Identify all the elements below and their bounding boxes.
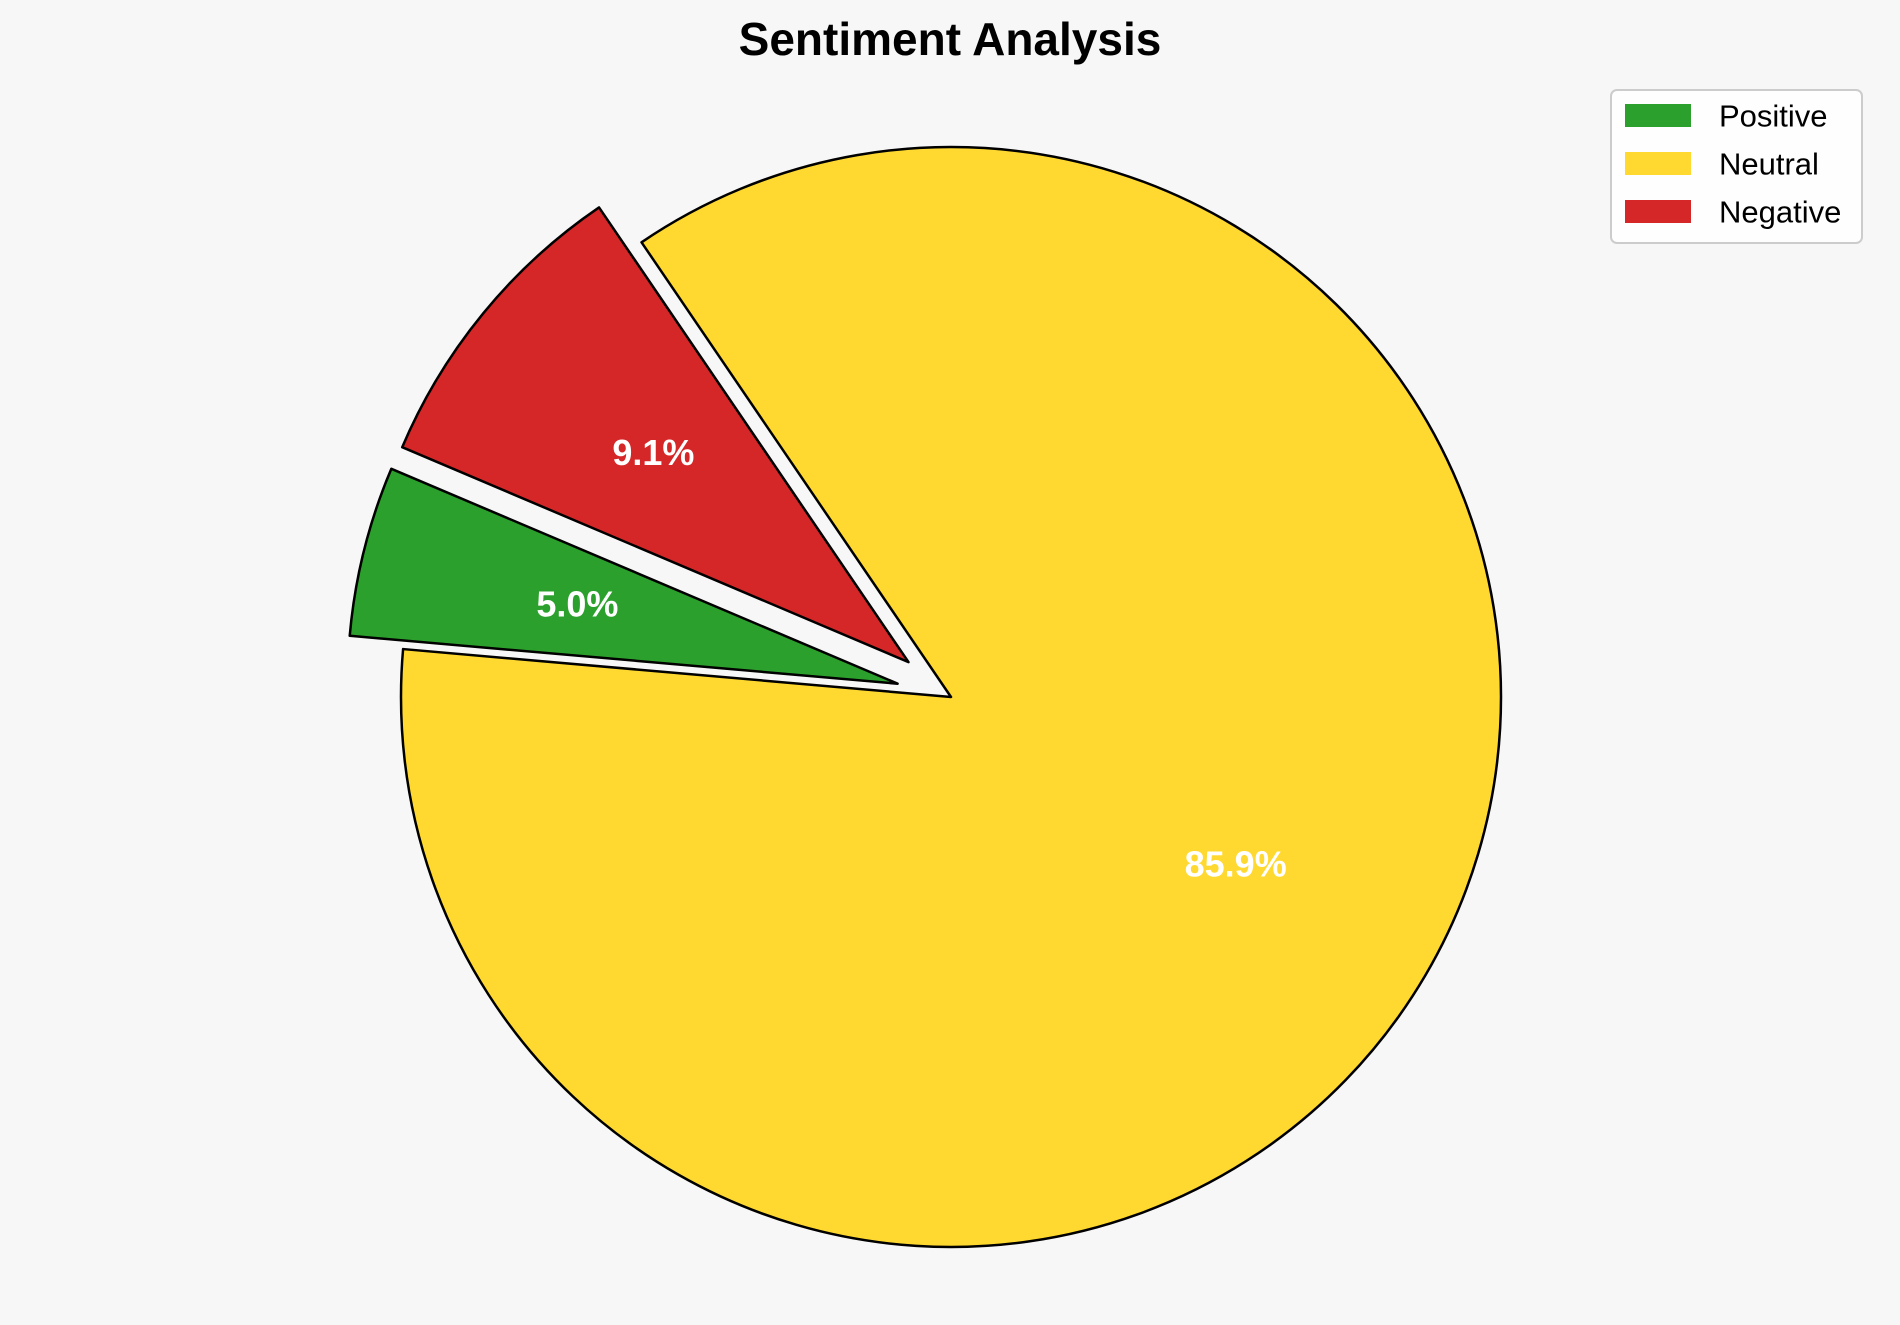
legend-entries: Positive Neutral Negative [1625, 99, 1841, 230]
pie-slices [348, 145, 1503, 1249]
legend-swatch-positive [1625, 104, 1691, 127]
chart-title: Sentiment Analysis [739, 13, 1162, 65]
pie-slice-negative [400, 206, 910, 664]
pie-slice-neutral [399, 145, 1503, 1249]
legend-swatch-neutral [1625, 152, 1691, 175]
legend-label-neutral: Neutral [1719, 147, 1819, 182]
pie-slice-labels: 5.0% 85.9% 9.1% [536, 432, 1286, 884]
legend-label-negative: Negative [1719, 195, 1841, 230]
legend: Positive Neutral Negative [1610, 89, 1863, 244]
slice-label-negative: 9.1% [612, 432, 694, 473]
legend-swatch-negative [1625, 200, 1691, 223]
pie-slice-positive [348, 467, 899, 685]
legend-label-positive: Positive [1719, 99, 1828, 134]
slice-label-neutral: 85.9% [1185, 843, 1287, 884]
slice-label-positive: 5.0% [536, 583, 618, 624]
